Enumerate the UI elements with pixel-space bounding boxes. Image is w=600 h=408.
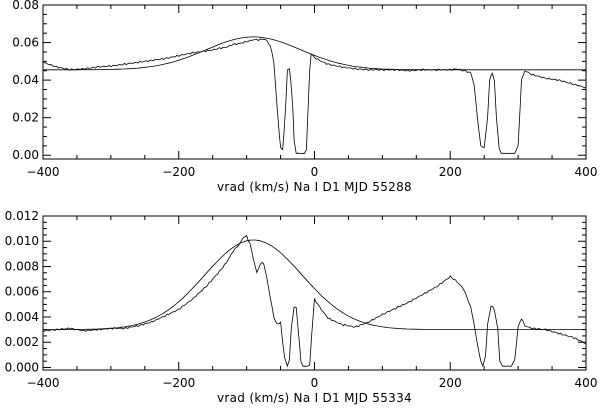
plot-frame — [42, 4, 587, 160]
x-tick-label: 400 — [575, 376, 598, 390]
y-tick-label: 0.004 — [5, 310, 39, 324]
observed-spectrum-line — [43, 234, 586, 368]
y-tick-label: 0.012 — [5, 209, 39, 223]
x-tick-label: 400 — [575, 165, 598, 179]
y-tick-label: 0.08 — [12, 0, 39, 12]
y-tick-label: 0.02 — [12, 111, 39, 125]
y-tick-label: 0.002 — [5, 335, 39, 349]
panel-top: −400 −200 0 200 400 0.00 0.02 0.04 0.06 0.08 vrad … — [12, 0, 597, 194]
y-tick-label: 0.006 — [5, 285, 39, 299]
y-tick-label: 0.00 — [12, 148, 39, 162]
panel-bottom: −400 −200 0 200 400 0.000 0.002 0.004 0.006 0.008… — [5, 209, 598, 405]
x-axis-label: vrad (km/s) Na I D1 MJD 55334 — [217, 391, 412, 405]
observed-spectrum-line — [43, 38, 586, 154]
y-tick-label: 0.010 — [5, 234, 39, 248]
model-fit-line — [43, 36, 586, 71]
x-tick-label: 0 — [311, 376, 319, 390]
model-fit-line — [43, 239, 586, 330]
x-tick-label: −200 — [162, 376, 195, 390]
y-tick-label: 0.06 — [12, 36, 39, 50]
plot-frame — [42, 215, 587, 371]
x-tick-label: 0 — [311, 165, 319, 179]
x-tick-label: −400 — [27, 376, 60, 390]
x-tick-label: 200 — [439, 376, 462, 390]
x-tick-label: 200 — [439, 165, 462, 179]
x-tick-label: −400 — [27, 165, 60, 179]
x-tick-label: −200 — [162, 165, 195, 179]
y-tick-label: 0.000 — [5, 360, 39, 374]
y-tick-label: 0.008 — [5, 259, 39, 273]
x-axis-label: vrad (km/s) Na I D1 MJD 55288 — [217, 180, 412, 194]
y-tick-label: 0.04 — [12, 73, 39, 87]
